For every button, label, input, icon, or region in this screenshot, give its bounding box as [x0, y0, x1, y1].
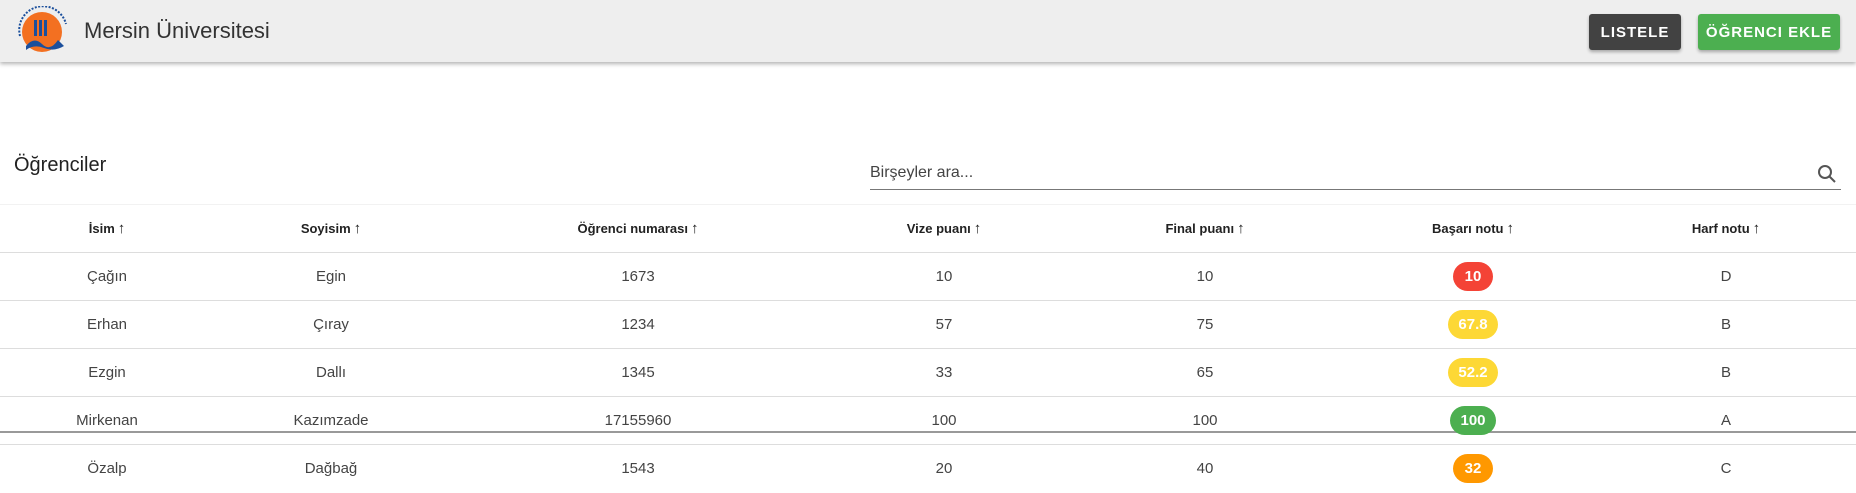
column-header-surname[interactable]: Soyisim ↑ — [214, 204, 448, 253]
cell-midterm: 10 — [828, 252, 1060, 301]
arrow-up-icon[interactable]: ↑ — [117, 220, 126, 237]
table-row: Özalp Dağbağ 1543 20 40 32 C — [0, 445, 1856, 493]
cell-letter: B — [1596, 300, 1856, 349]
column-header-midterm[interactable]: Vize puanı ↑ — [828, 204, 1060, 253]
list-button[interactable]: LISTELE — [1589, 14, 1681, 50]
cell-midterm: 33 — [828, 348, 1060, 397]
cell-name: Mirkenan — [0, 396, 214, 445]
students-card: Öğrenciler İsim↑Soyisim↑Öğrenci numarası… — [0, 62, 1856, 484]
cell-midterm: 57 — [828, 300, 1060, 349]
cell-score: 67.8 — [1350, 300, 1596, 349]
cell-surname: Kazımzade — [214, 396, 448, 445]
cell-surname: Çıray — [214, 300, 448, 349]
table-row: Erhan Çıray 1234 57 75 67.8 B — [0, 300, 1856, 349]
score-badge: 52.2 — [1448, 358, 1498, 387]
cell-final: 40 — [1196, 460, 1214, 478]
cell-number: 1543 — [621, 460, 655, 478]
arrow-up-icon[interactable]: ↑ — [1752, 220, 1761, 237]
cell-number: 17155960 — [448, 396, 828, 445]
cell-number: 1345 — [448, 348, 828, 397]
cell-letter: B — [1596, 348, 1856, 397]
cell-surname: Dallı — [214, 348, 448, 397]
arrow-up-icon[interactable]: ↑ — [1506, 220, 1515, 237]
add-student-button[interactable]: ÖĞRENCI EKLE — [1698, 14, 1840, 50]
cell-name: Özalp — [87, 460, 127, 478]
column-label: Final puanı — [1165, 221, 1235, 236]
cell-final: 10 — [1060, 252, 1350, 301]
top-app-bar: Mersin Üniversitesi LISTELE ÖĞRENCI EKLE — [0, 0, 1856, 62]
cell-number: 1234 — [448, 300, 828, 349]
arrow-up-icon[interactable]: ↑ — [973, 220, 982, 237]
score-badge: 10 — [1453, 262, 1493, 291]
cell-letter: C — [1720, 460, 1732, 478]
cell-midterm: 100 — [828, 396, 1060, 445]
cell-number: 1673 — [448, 252, 828, 301]
cell-surname: Egin — [214, 252, 448, 301]
cell-final: 100 — [1060, 396, 1350, 445]
cell-score: 10 — [1350, 252, 1596, 301]
table-row: Çağın Egin 1673 10 10 10 D — [0, 252, 1856, 301]
column-header-final[interactable]: Final puanı ↑ — [1060, 204, 1350, 253]
cell-surname: Dağbağ — [304, 460, 358, 478]
column-label: İsim — [88, 221, 115, 236]
score-badge: 67.8 — [1448, 310, 1498, 339]
app-title: Mersin Üniversitesi — [84, 18, 270, 43]
column-label: Öğrenci numarası — [577, 221, 689, 236]
cell-score: 52.2 — [1350, 348, 1596, 397]
arrow-up-icon[interactable]: ↑ — [353, 220, 362, 237]
cell-midterm: 20 — [935, 460, 953, 478]
page-title: Öğrenciler — [14, 154, 107, 176]
cell-name: Ezgin — [0, 348, 214, 397]
search-input[interactable] — [870, 160, 1800, 182]
column-header-number[interactable]: Öğrenci numarası ↑ — [448, 204, 828, 253]
arrow-up-icon[interactable]: ↑ — [691, 220, 699, 237]
cell-letter: A — [1596, 396, 1856, 445]
column-label: Vize puanı — [906, 221, 971, 236]
table-row: Mirkenan Kazımzade 17155960 100 100 100 A — [0, 396, 1856, 445]
score-badge: 32 — [1453, 454, 1493, 484]
students-table: İsim ↑ Soyisim ↑ Öğrenci numarası ↑ Vize puanı… — [0, 204, 1856, 493]
search-icon[interactable] — [1817, 164, 1837, 184]
column-label: Başarı notu — [1431, 221, 1504, 236]
cell-final: 65 — [1060, 348, 1350, 397]
cell-score: 32 — [1350, 445, 1596, 493]
university-logo — [18, 6, 67, 52]
column-header-score[interactable]: Başarı notu ↑ — [1350, 204, 1596, 253]
table-row: Ezgin Dallı 1345 33 65 52.2 B — [0, 348, 1856, 397]
search-field[interactable] — [870, 160, 1841, 190]
arrow-up-icon[interactable]: ↑ — [1237, 220, 1245, 237]
cell-name: Erhan — [0, 300, 214, 349]
score-badge: 100 — [1450, 406, 1496, 435]
column-label: Harf notu — [1691, 221, 1750, 236]
column-header-letter[interactable]: Harf notu ↑ — [1596, 204, 1856, 253]
cell-final: 75 — [1060, 300, 1350, 349]
cell-name: Çağın — [0, 252, 214, 301]
column-label: Soyisim — [300, 221, 351, 236]
cell-letter: D — [1596, 252, 1856, 301]
column-header-name[interactable]: İsim ↑ — [0, 204, 214, 253]
cell-score: 100 — [1350, 396, 1596, 445]
